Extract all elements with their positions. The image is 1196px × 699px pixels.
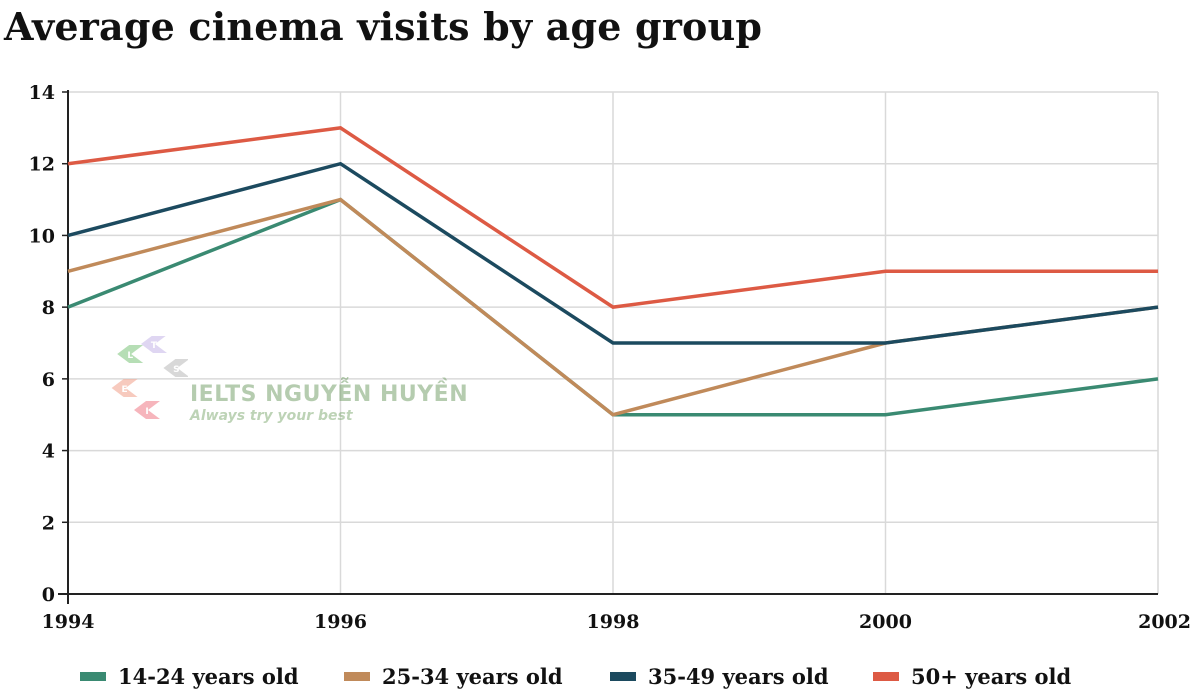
x-tick-label: 1998 xyxy=(587,611,640,633)
logo-tile: S xyxy=(163,359,188,377)
y-tick-label: 12 xyxy=(29,154,55,176)
legend-item: 25-34 years old xyxy=(344,660,563,692)
legend-label: 14-24 years old xyxy=(118,663,299,689)
legend-item: 50+ years old xyxy=(873,660,1071,692)
y-tick-label: 14 xyxy=(29,82,55,104)
y-tick-label: 0 xyxy=(42,584,55,606)
x-tick-label: 1994 xyxy=(42,611,95,633)
watermark-logo-icon: L T S E I xyxy=(111,336,188,419)
chart-axes xyxy=(58,90,1158,604)
legend-label: 50+ years old xyxy=(911,663,1072,689)
chart-title: Average cinema visits by age group xyxy=(4,4,763,49)
legend-item: 14-24 years old xyxy=(80,660,299,692)
svg-text:T: T xyxy=(151,341,158,351)
watermark-title: IELTS NGUYỄN HUYỀN xyxy=(190,382,469,407)
series-line-4 xyxy=(67,126,1158,309)
x-tick-label: 2000 xyxy=(859,611,912,633)
logo-tile: T xyxy=(141,336,167,353)
legend-swatch xyxy=(873,671,899,681)
y-axis-ticks: 0 2 4 6 8 10 12 14 xyxy=(29,82,55,606)
watermark-slogan: Always try your best xyxy=(190,408,353,424)
svg-text:L: L xyxy=(127,351,133,361)
chart-legend: 14-24 years old 25-34 years old 35-49 year… xyxy=(0,660,1196,692)
legend-label: 35-49 years old xyxy=(648,663,829,689)
legend-swatch xyxy=(610,671,636,681)
series-line-3 xyxy=(67,161,1159,345)
y-tick-label: 2 xyxy=(42,512,55,534)
legend-item: 35-49 years old xyxy=(610,660,829,692)
logo-tile: L xyxy=(117,345,144,363)
y-tick-label: 6 xyxy=(42,369,55,391)
svg-text:E: E xyxy=(122,385,128,395)
y-tick-label: 4 xyxy=(42,441,55,463)
x-tick-label: 1996 xyxy=(314,611,367,633)
x-axis-ticks: 1994 1996 1998 2000 2002 xyxy=(42,611,1191,633)
y-tick-label: 10 xyxy=(29,225,55,247)
logo-tile: E xyxy=(111,379,138,397)
svg-text:S: S xyxy=(173,365,179,375)
y-tick-label: 8 xyxy=(42,297,55,319)
legend-label: 25-34 years old xyxy=(382,663,563,689)
logo-tile: I xyxy=(134,401,160,419)
legend-swatch xyxy=(80,671,106,681)
legend-swatch xyxy=(344,671,370,681)
x-tick-label: 2002 xyxy=(1138,611,1191,633)
watermark: L T S E I IELTS NGUYỄN HUYỀN Always try your… xyxy=(108,336,528,426)
chart-series xyxy=(67,126,1159,417)
svg-text:I: I xyxy=(145,407,148,417)
